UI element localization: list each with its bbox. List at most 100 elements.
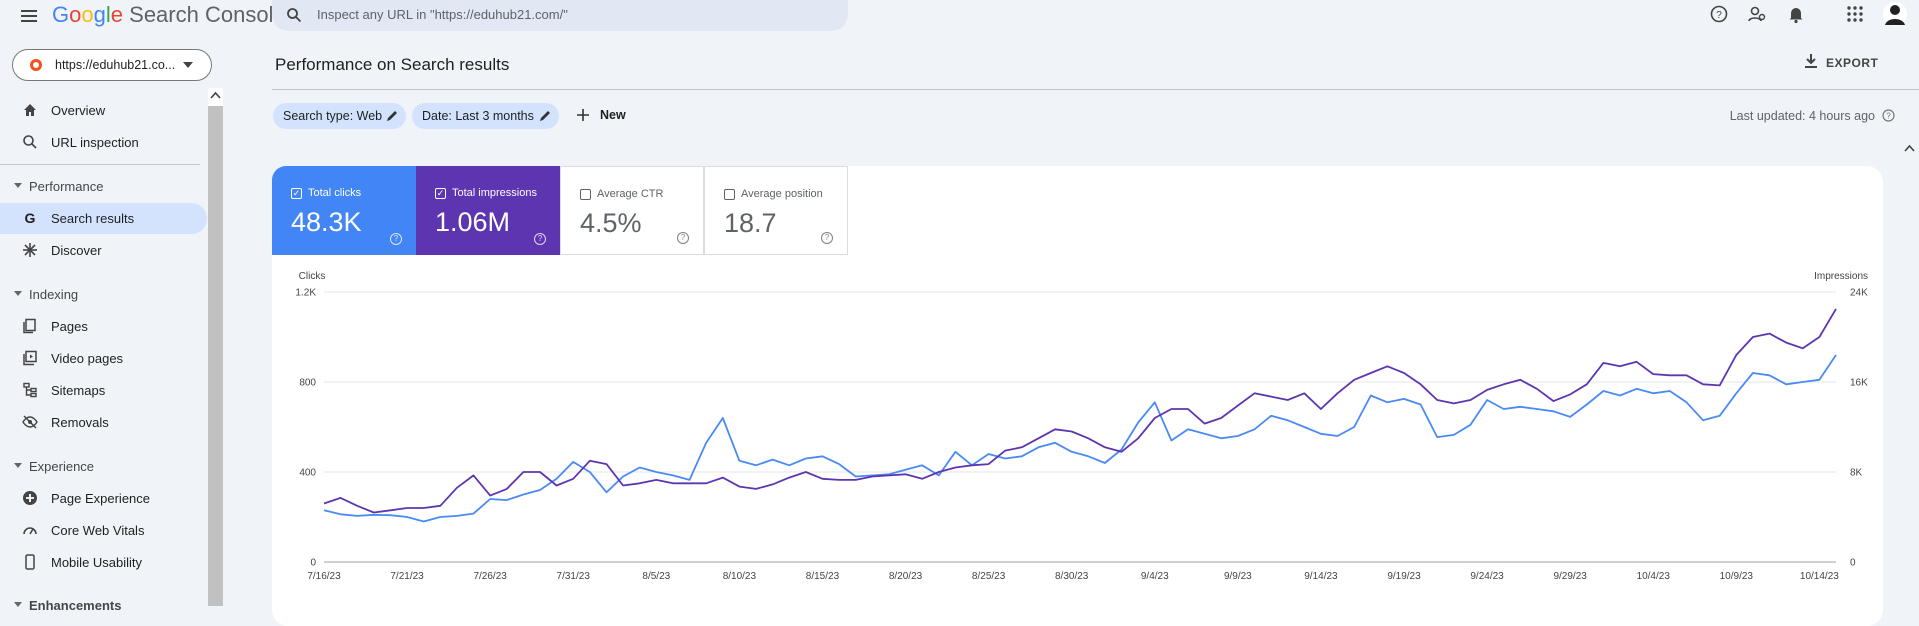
help-icon[interactable]: ? [1709,4,1729,24]
nav-item[interactable]: URL inspection [0,126,208,158]
metric-label: Average position [741,188,823,200]
x-tick-label: 9/24/23 [1470,571,1504,582]
icon [23,382,37,398]
metric-value: 18.7 [724,208,777,238]
y2-axis-title: Impressions [1814,271,1868,282]
nav-label: Page Experience [51,490,151,506]
header: Google Search Console Inspect any URL in… [0,0,1919,38]
x-tick-label: 10/14/23 [1800,571,1839,582]
nav-item[interactable]: Mobile Usability [0,546,208,578]
page-title: Performance on Search results [275,55,510,74]
scroll-up-arrow[interactable] [1904,144,1915,152]
x-tick-label: 7/31/23 [557,571,591,582]
property-url: https://eduhub21.co... [55,58,176,72]
section-title[interactable]: Indexing [14,287,78,302]
chart: Clicks Impressions 0 400 800 1.2K 0 8K 16K 24K 7… [295,271,1868,582]
svg-text:?: ? [1886,112,1891,121]
x-tick-label: 9/29/23 [1553,571,1587,582]
x-tick-label: 10/9/23 [1720,571,1754,582]
nav-item[interactable]: Sitemaps [0,374,208,406]
logo[interactable]: Google Search Console [52,2,286,28]
nav-item[interactable]: G Search results [0,202,208,234]
metric-value: 48.3K [291,207,362,237]
metric-card[interactable]: ✓ Total impressions 1.06M? [416,166,560,255]
menu-button[interactable] [17,4,41,28]
nav-label: Video pages [51,350,124,366]
y2-tick-label: 8K [1850,468,1863,479]
search-box[interactable]: Inspect any URL in "https://eduhub21.com… [272,0,848,31]
series-line [323,354,1837,523]
property-selector[interactable]: https://eduhub21.co... [12,49,212,81]
x-tick-label: 9/4/23 [1141,571,1169,582]
nav-label: Search results [51,210,135,226]
scrollbar-thumb[interactable] [208,106,223,606]
nav-item[interactable]: Overview [0,94,208,126]
y-axis-title: Clicks [299,271,326,282]
nav-item[interactable]: Discover [0,234,208,266]
search-icon [287,8,302,23]
notifications-icon[interactable] [1786,4,1806,24]
y2-tick-label: 24K [1850,288,1868,299]
icon [25,554,35,570]
metric-label: Total clicks [308,187,362,199]
nav-label: Overview [51,102,106,118]
last-updated: Last updated: 4 hours ago [1729,109,1875,123]
filter-chip[interactable]: Date: Last 3 months [412,103,559,129]
icon [23,491,37,505]
metric-card[interactable]: ✓ Total clicks 48.3K? [272,166,416,255]
icon: G [25,210,36,226]
nav-item[interactable]: Pages [0,310,208,342]
nav-item[interactable]: Video pages [0,342,208,374]
nav-label: Core Web Vitals [51,522,145,538]
y-tick-label: 0 [310,558,316,569]
x-tick-label: 7/26/23 [473,571,507,582]
nav-item[interactable]: Removals [0,406,208,438]
svg-text:G: G [25,210,36,226]
scroll-up-arrow[interactable] [210,91,221,99]
avatar[interactable] [1880,0,1910,28]
y2-tick-label: 0 [1850,558,1856,569]
nav-item[interactable]: Core Web Vitals [0,514,208,546]
edit-icon [540,111,550,121]
download-icon [1805,54,1817,68]
metric-value: 4.5% [580,208,642,238]
sidebar: Overview URL inspection Performance G Sea… [0,88,208,613]
filter-chip[interactable]: Search type: Web [273,103,406,129]
nav-label: Sitemaps [51,382,106,398]
metric-card[interactable]: Average CTR 4.5%? [560,166,704,255]
export-label: EXPORT [1826,56,1879,70]
divider [272,89,1919,90]
series-line [323,308,1837,514]
section-title[interactable]: Experience [14,459,94,474]
nav-item[interactable]: Page Experience [0,482,208,514]
metric-card[interactable]: Average position 18.7? [704,166,848,255]
x-tick-label: 7/21/23 [390,571,424,582]
logo-google: Google [52,2,124,27]
x-tick-label: 8/5/23 [642,571,670,582]
account-settings-icon[interactable] [1747,4,1767,24]
icon [24,104,36,116]
info-icon[interactable]: ? [1882,109,1895,122]
nav-label: URL inspection [51,134,139,150]
x-tick-label: 8/10/23 [723,571,757,582]
x-tick-label: 9/14/23 [1304,571,1338,582]
icon [23,135,37,149]
nav-label: Discover [51,242,102,258]
new-filter-button[interactable]: New [576,108,626,122]
metric-label: Total impressions [452,187,537,199]
x-tick-label: 8/15/23 [806,571,840,582]
property-icon [30,59,42,71]
chip-label: Search type: Web [283,109,383,123]
section-title[interactable]: Performance [14,179,103,194]
y-tick-label: 1.2K [295,288,316,299]
search-placeholder: Inspect any URL in "https://eduhub21.com… [317,7,568,22]
x-tick-label: 8/30/23 [1055,571,1089,582]
icon [23,350,37,366]
x-tick-label: 8/25/23 [972,571,1006,582]
plus-icon [577,109,589,121]
export-button[interactable]: EXPORT [1805,54,1879,70]
x-tick-label: 9/19/23 [1387,571,1421,582]
nav-label: Mobile Usability [51,554,143,570]
chip-label: Date: Last 3 months [422,109,534,123]
apps-icon[interactable] [1845,4,1865,24]
